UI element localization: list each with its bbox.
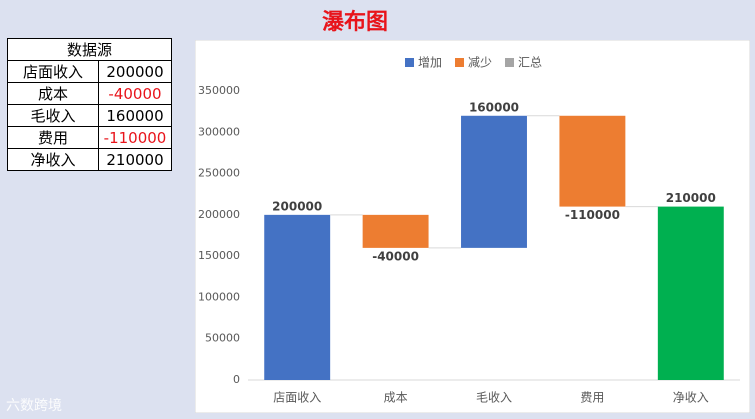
table-row: 成本 -40000 — [7, 82, 172, 105]
y-tick-label: 50000 — [205, 332, 240, 345]
table-value: -110000 — [98, 126, 172, 149]
page-title: 瀑布图 — [321, 10, 388, 35]
watermark: 六数跨境 — [6, 398, 62, 414]
table-header: 数据源 — [7, 38, 172, 61]
data-label: -40000 — [372, 249, 419, 263]
legend-label: 汇总 — [518, 56, 542, 70]
data-label: 200000 — [272, 199, 322, 213]
y-tick-label: 200000 — [198, 208, 240, 221]
y-tick-label: 0 — [233, 373, 240, 386]
table-row: 净收入 210000 — [7, 148, 172, 171]
table-body: 数据源 店面收入 200000 成本 -40000 毛收入 160000 费用 -110000… — [7, 38, 172, 171]
table-row: 毛收入 160000 — [7, 104, 172, 127]
table-label: 毛收入 — [7, 104, 99, 127]
bar — [461, 115, 527, 248]
data-label: 160000 — [469, 100, 519, 114]
bar — [559, 115, 626, 207]
chart: 增加 减少 汇总 0 50000 100000 150000 200000 250000 3000… — [195, 40, 750, 413]
y-tick-label: 100000 — [198, 290, 240, 303]
y-tick-label: 350000 — [198, 84, 240, 97]
legend-label: 增加 — [418, 56, 442, 70]
table-row: 费用 -110000 — [7, 126, 172, 149]
y-tick-label: 300000 — [198, 125, 240, 138]
data-label: 210000 — [666, 191, 716, 205]
data-label: -110000 — [565, 208, 620, 222]
table-value: 160000 — [98, 104, 172, 127]
x-tick-label: 成本 — [384, 391, 408, 405]
y-tick-label: 150000 — [198, 249, 240, 262]
x-tick-label: 净收入 — [673, 391, 709, 405]
bar — [264, 214, 331, 380]
bar — [362, 214, 429, 248]
table-label: 净收入 — [7, 148, 99, 171]
table-label: 成本 — [7, 82, 99, 105]
source-table: 数据源 店面收入 200000 成本 -40000 毛收入 160000 费用 -110000… — [7, 38, 172, 171]
bar — [657, 206, 724, 380]
x-tick-label: 毛收入 — [476, 391, 512, 405]
y-tick-label: 250000 — [198, 167, 240, 180]
legend-swatch — [505, 58, 514, 67]
table-label: 费用 — [7, 126, 99, 149]
table-value: -40000 — [98, 82, 172, 105]
table-value: 200000 — [98, 60, 172, 83]
legend-swatch — [455, 58, 464, 67]
legend-swatch — [405, 58, 414, 67]
table-value: 210000 — [98, 148, 172, 171]
legend-label: 减少 — [468, 56, 492, 70]
x-tick-label: 店面收入 — [273, 391, 321, 405]
x-tick-label: 费用 — [580, 391, 604, 405]
table-row: 店面收入 200000 — [7, 60, 172, 83]
table-header-row: 数据源 — [7, 38, 172, 61]
table-label: 店面收入 — [7, 60, 99, 83]
